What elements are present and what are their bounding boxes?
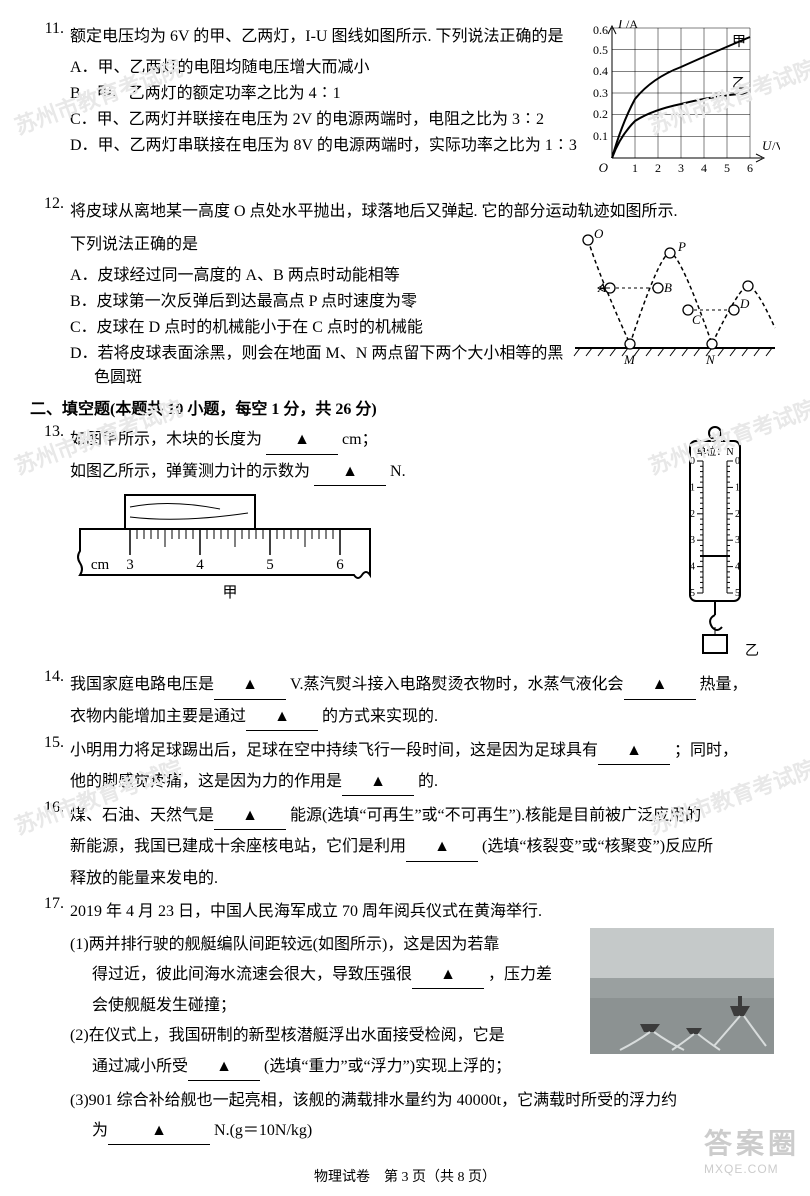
svg-text:N: N: [705, 352, 716, 367]
svg-text:2: 2: [655, 161, 661, 175]
svg-text:乙: 乙: [745, 643, 759, 659]
q17-number: 17.: [30, 895, 70, 913]
q13-spring-figure: 单位：N 0 0 1 1 2 2 3 3 4 4 5 5 乙: [650, 423, 780, 668]
q12-stem2: 下列说法正确的是: [70, 231, 570, 258]
q14-number: 14.: [30, 668, 70, 686]
svg-text:0.3: 0.3: [593, 86, 608, 100]
svg-text:O: O: [594, 228, 604, 241]
q11-chart: 甲 乙 1 2 3 4 5 6 0.1 0.2 0.3 0.4 0.5 0.6 O I/A: [580, 20, 780, 195]
svg-text:0: 0: [690, 456, 695, 467]
chart-label-jia: 甲: [732, 35, 746, 50]
svg-text:M: M: [623, 352, 636, 367]
q12-opt-c: C．皮球在 D 点时的机械能小于在 C 点时的机械能: [70, 313, 570, 337]
svg-text:0.1: 0.1: [593, 129, 608, 143]
question-11: 11. 额定电压均为 6V 的甲、乙两灯，I-U 图线如图所示. 下列说法正确的…: [30, 20, 780, 195]
q11-stem: 额定电压均为 6V 的甲、乙两灯，I-U 图线如图所示. 下列说法正确的是: [70, 23, 580, 50]
question-16: 16. 煤、石油、天然气是▲ 能源(选填“可再生”或“不可再生”).核能是目前被…: [30, 799, 780, 895]
svg-text:3: 3: [126, 557, 134, 573]
q13-line1: 如图甲所示，木块的长度为 ▲ cm；: [70, 426, 650, 454]
svg-text:6: 6: [336, 557, 344, 573]
chart-label-yi: 乙: [732, 76, 746, 92]
svg-text:3: 3: [735, 536, 740, 547]
svg-text:1: 1: [735, 483, 740, 494]
svg-text:3: 3: [690, 536, 695, 547]
svg-text:4: 4: [735, 562, 740, 573]
svg-text:/A: /A: [626, 20, 638, 31]
svg-text:2: 2: [690, 509, 695, 520]
q11-opt-c: C．甲、乙两灯并联接在电压为 2V 的电源两端时，电阻之比为 3∶2: [70, 105, 580, 129]
svg-text:5: 5: [266, 557, 274, 573]
svg-text:单位：N: 单位：N: [696, 445, 733, 458]
q12-diagram: OP AB CD MN: [570, 228, 780, 389]
q13-number: 13.: [30, 423, 70, 441]
answer-watermark: 答案圈 MXQE.COM: [704, 1122, 800, 1176]
q13-line2: 如图乙所示，弹簧测力计的示数为 ▲ N.: [70, 458, 650, 486]
svg-text:0.4: 0.4: [593, 64, 608, 78]
svg-text:/V: /V: [772, 139, 780, 153]
svg-text:C: C: [692, 312, 701, 327]
q11-opt-d: D．甲、乙两灯串联接在电压为 8V 的电源两端时，实际功率之比为 1∶3: [70, 131, 580, 155]
svg-text:1: 1: [632, 161, 638, 175]
svg-text:6: 6: [747, 161, 753, 175]
q11-opt-b: B．甲、乙两灯的额定功率之比为 4∶1: [70, 79, 580, 103]
question-12: 12. 将皮球从离地某一高度 O 点处水平抛出，球落地后又弹起. 它的部分运动轨…: [30, 195, 780, 389]
svg-text:2: 2: [735, 509, 740, 520]
q12-opt-a: A．皮球经过同一高度的 A、B 两点时动能相等: [70, 261, 570, 285]
page-footer: 物理试卷 第 3 页（共 8 页）: [30, 1166, 780, 1186]
svg-text:B: B: [664, 280, 672, 295]
svg-text:0.2: 0.2: [593, 107, 608, 121]
q12-opt-d: D．若将皮球表面涂黑，则会在地面 M、N 两点留下两个大小相等的黑色圆斑: [70, 339, 570, 387]
svg-text:5: 5: [690, 588, 695, 599]
question-13: 13. 如图甲所示，木块的长度为 ▲ cm； 如图乙所示，弹簧测力计的示数为 ▲…: [30, 423, 650, 613]
svg-text:0.6: 0.6: [593, 23, 608, 37]
svg-text:4: 4: [690, 562, 695, 573]
q13-ruler-figure: cm 3 4 5 6 甲: [70, 489, 650, 614]
q12-stem1: 将皮球从离地某一高度 O 点处水平抛出，球落地后又弹起. 它的部分运动轨迹如图所…: [70, 198, 780, 225]
q16-number: 16.: [30, 799, 70, 817]
q12-number: 12.: [30, 195, 70, 213]
svg-text:甲: 甲: [222, 585, 237, 601]
svg-text:O: O: [599, 160, 609, 175]
svg-text:4: 4: [701, 161, 707, 175]
q17-photo: [584, 928, 780, 1084]
question-15: 15. 小明用力将足球踢出后，足球在空中持续飞行一段时间，这是因为足球具有▲ ；…: [30, 734, 780, 799]
svg-text:3: 3: [678, 161, 684, 175]
q11-number: 11.: [30, 20, 70, 38]
svg-text:P: P: [677, 239, 686, 254]
svg-text:1: 1: [690, 483, 695, 494]
section-2-header: 二、填空题(本题共 10 小题，每空 1 分，共 26 分): [30, 395, 780, 419]
svg-text:I: I: [617, 20, 623, 31]
question-17: 17. 2019 年 4 月 23 日，中国人民海军成立 70 周年阅兵仪式在黄…: [30, 895, 780, 1149]
svg-text:5: 5: [724, 161, 730, 175]
svg-text:4: 4: [196, 557, 204, 573]
q15-number: 15.: [30, 734, 70, 752]
svg-text:0: 0: [735, 456, 740, 467]
q12-opt-b: B．皮球第一次反弹后到达最高点 P 点时速度为零: [70, 287, 570, 311]
q11-opt-a: A．甲、乙两灯的电阻均随电压增大而减小: [70, 53, 580, 77]
svg-text:D: D: [739, 296, 750, 311]
svg-text:5: 5: [735, 588, 740, 599]
question-14: 14. 我国家庭电路电压是▲ V.蒸汽熨斗接入电路熨烫衣物时，水蒸气液化会▲ 热…: [30, 668, 780, 733]
svg-text:0.5: 0.5: [593, 43, 608, 57]
svg-text:cm: cm: [91, 557, 110, 573]
